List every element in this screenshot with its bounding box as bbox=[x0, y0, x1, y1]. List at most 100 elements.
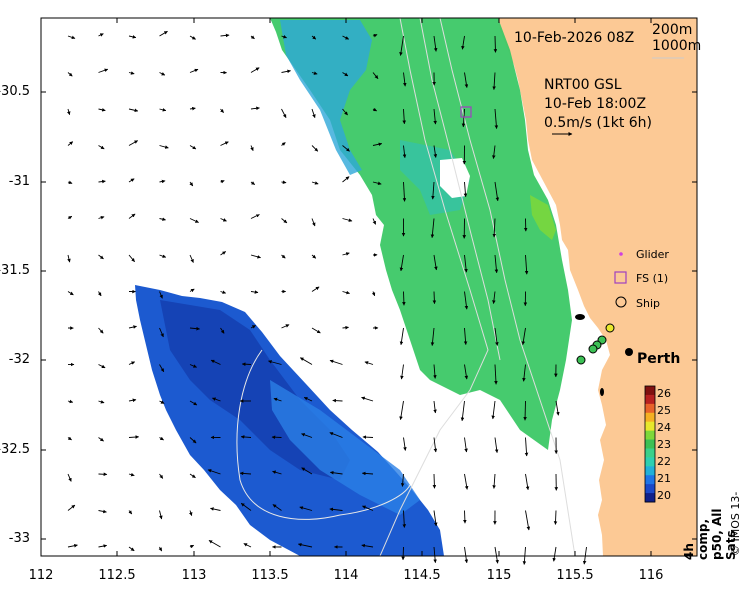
current-arrow bbox=[399, 35, 404, 56]
current-arrow bbox=[128, 398, 137, 403]
current-arrow bbox=[67, 543, 78, 548]
current-arrow bbox=[97, 291, 102, 297]
current-arrow bbox=[250, 325, 256, 329]
current-arrow bbox=[492, 218, 497, 238]
current-arrow bbox=[332, 398, 343, 403]
current-arrow bbox=[464, 546, 469, 564]
current-arrow bbox=[67, 291, 74, 296]
current-arrow bbox=[281, 180, 287, 184]
current-arrow bbox=[272, 470, 282, 475]
current-arrow bbox=[402, 145, 407, 159]
current-arrow bbox=[431, 181, 435, 200]
current-arrow bbox=[494, 108, 499, 129]
current-arrow bbox=[67, 473, 72, 482]
colorbar-tick: 26 bbox=[657, 387, 671, 400]
current-arrow bbox=[250, 35, 255, 40]
current-arrow bbox=[342, 145, 350, 152]
current-arrow bbox=[492, 145, 496, 159]
colorbar-tick-labels: 26 25 24 23 22 21 20 bbox=[657, 388, 677, 504]
current-arrow bbox=[212, 397, 221, 402]
current-arrow bbox=[297, 543, 313, 548]
current-arrow bbox=[158, 546, 163, 552]
current-arrow bbox=[432, 291, 437, 305]
current-arrow bbox=[311, 35, 317, 40]
current-arrow bbox=[311, 181, 319, 185]
current-arrow bbox=[128, 435, 140, 439]
current-arrow bbox=[342, 35, 350, 40]
current-arrow bbox=[525, 473, 530, 491]
current-arrow bbox=[494, 327, 499, 346]
current-arrow bbox=[208, 540, 221, 548]
current-arrow bbox=[159, 291, 163, 299]
current-arrow bbox=[250, 213, 260, 219]
current-arrow bbox=[98, 509, 107, 514]
current-arrow bbox=[400, 473, 405, 487]
current-arrow bbox=[464, 473, 469, 490]
current-arrow bbox=[402, 291, 406, 306]
current-arrow bbox=[552, 546, 557, 562]
current-arrow bbox=[159, 510, 163, 520]
current-arrow bbox=[220, 251, 226, 256]
current-arrow bbox=[207, 469, 221, 475]
current-arrow bbox=[98, 68, 109, 73]
colorbar-tick: 20 bbox=[657, 489, 671, 502]
current-arrow bbox=[342, 108, 348, 116]
current-arrow bbox=[400, 364, 404, 380]
island-garden bbox=[600, 388, 604, 396]
legend-ship-label: Ship bbox=[636, 297, 660, 310]
current-arrow-field bbox=[66, 30, 587, 565]
current-arrow bbox=[433, 108, 437, 125]
current-arrow bbox=[98, 544, 108, 548]
current-arrow bbox=[464, 72, 469, 88]
current-arrow bbox=[220, 108, 224, 113]
current-arrow bbox=[67, 215, 73, 220]
current-arrow bbox=[494, 437, 499, 454]
current-arrow bbox=[128, 325, 137, 329]
current-arrow bbox=[524, 437, 529, 457]
current-arrow bbox=[342, 72, 349, 77]
current-arrow bbox=[463, 327, 468, 345]
isobath-deep bbox=[419, 17, 501, 361]
colorbar-segment bbox=[645, 439, 655, 449]
current-arrow bbox=[189, 145, 197, 150]
current-arrow bbox=[98, 254, 104, 260]
isobath-1000 bbox=[379, 17, 489, 557]
colorbar-segment bbox=[645, 448, 655, 458]
fs-marker bbox=[460, 106, 472, 118]
current-arrow bbox=[67, 504, 76, 511]
current-arrow bbox=[361, 471, 374, 476]
current-arrow bbox=[189, 288, 195, 293]
current-arrow bbox=[189, 437, 197, 444]
current-arrow bbox=[189, 254, 194, 263]
date-label: 10-Feb-2026 08Z bbox=[514, 30, 635, 46]
current-arrow bbox=[220, 141, 229, 146]
current-arrow bbox=[98, 215, 105, 220]
current-arrow bbox=[492, 473, 496, 489]
isobath-200-label: 200m bbox=[652, 22, 693, 38]
current-arrow bbox=[98, 400, 105, 404]
current-arrow bbox=[210, 359, 221, 365]
current-arrow bbox=[220, 180, 225, 184]
current-arrow bbox=[433, 35, 438, 52]
colorbar-tick: 23 bbox=[657, 438, 671, 451]
y-tick-label: -32 bbox=[8, 352, 30, 367]
perth-marker bbox=[625, 348, 633, 356]
current-arrow bbox=[342, 176, 350, 183]
current-arrow bbox=[433, 510, 438, 527]
ship-marker bbox=[576, 355, 586, 365]
current-arrow bbox=[281, 142, 286, 146]
current-arrow bbox=[67, 436, 72, 441]
current-arrow bbox=[399, 254, 404, 272]
current-arrow bbox=[461, 35, 465, 50]
current-arrow bbox=[372, 72, 379, 79]
current-arrow bbox=[189, 400, 198, 406]
colorbar-segment bbox=[645, 430, 655, 441]
current-arrow bbox=[311, 218, 316, 227]
current-arrow bbox=[273, 397, 282, 402]
current-arrow bbox=[311, 145, 319, 152]
current-arrow bbox=[189, 473, 196, 479]
current-arrow bbox=[189, 35, 196, 40]
isobath-1000-label: 1000m bbox=[652, 38, 702, 54]
current-arrow bbox=[250, 181, 255, 185]
current-arrow bbox=[491, 400, 496, 420]
